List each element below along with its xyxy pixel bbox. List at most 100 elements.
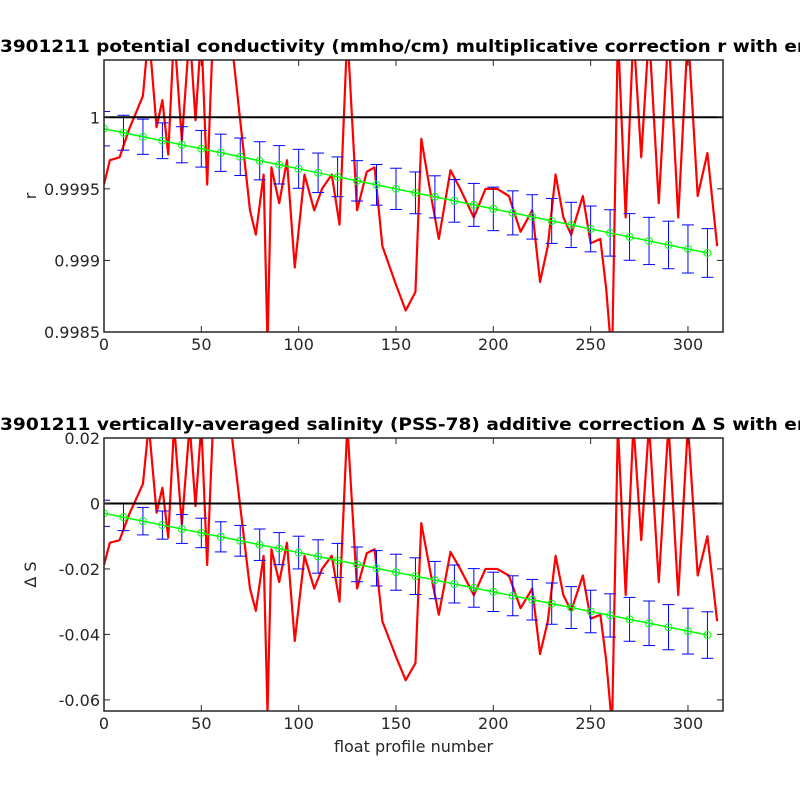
- axes-frame: [103, 437, 724, 712]
- subplot: 0 50 100 150 200 250 300 -0.06 -0.04 -0.02 0 0.0239…: [0, 415, 800, 756]
- data-point: [489, 204, 498, 213]
- data-point: [450, 579, 459, 588]
- data-point: [158, 521, 167, 530]
- chart-title: 3901211 vertically-averaged salinity (PS…: [0, 415, 800, 435]
- x-tick-label: 150: [381, 335, 412, 354]
- data-point: [255, 540, 264, 549]
- x-tick-label: 100: [283, 714, 314, 733]
- data-point: [625, 615, 634, 624]
- x-tick-label: 150: [381, 714, 412, 733]
- data-point: [450, 196, 459, 205]
- data-point: [411, 188, 420, 197]
- x-tick-label: 250: [575, 335, 606, 354]
- y-tick-label: -0.02: [59, 560, 100, 579]
- data-point: [314, 168, 323, 177]
- x-tick-label: 250: [575, 714, 606, 733]
- plot-content: [104, 60, 723, 332]
- data-point: [333, 556, 342, 565]
- data-point: [625, 232, 634, 241]
- x-tick-label: 300: [673, 335, 704, 354]
- data-point: [508, 591, 517, 600]
- x-tick-label: 200: [478, 335, 509, 354]
- data-point: [547, 599, 556, 608]
- data-point: [683, 627, 692, 636]
- data-point: [119, 128, 128, 137]
- data-point: [353, 560, 362, 569]
- data-point: [391, 184, 400, 193]
- x-tick-label: 50: [191, 714, 211, 733]
- data-point: [586, 607, 595, 616]
- y-tick-label: 1: [90, 108, 100, 127]
- data-point: [197, 528, 206, 537]
- data-point: [411, 572, 420, 581]
- data-point: [645, 236, 654, 245]
- data-point: [664, 240, 673, 249]
- data-point: [567, 603, 576, 612]
- subplot: 0 50 100 150 200 250 300 0.9985 0.999 0.9995 1 3901…: [0, 37, 800, 354]
- data-point: [508, 208, 517, 217]
- x-tick-label: 0: [99, 335, 109, 354]
- y-tick-label: 0.9985: [44, 323, 100, 342]
- data-point: [197, 144, 206, 153]
- data-point: [645, 619, 654, 628]
- data-point: [333, 172, 342, 181]
- data-point: [606, 611, 615, 620]
- data-point: [216, 148, 225, 157]
- y-tick-label: -0.04: [59, 625, 100, 644]
- axes-frame: [103, 59, 724, 333]
- data-point: [177, 525, 186, 533]
- y-tick-label: 0.9995: [44, 180, 100, 199]
- x-tick-label: 0: [99, 714, 109, 733]
- y-tick-label: 0: [90, 494, 100, 513]
- data-line: [104, 60, 719, 332]
- y-axis-label: Δ S: [21, 561, 40, 587]
- data-point: [104, 124, 108, 133]
- data-point: [294, 548, 303, 557]
- data-point: [255, 156, 264, 165]
- x-tick-label: 200: [478, 714, 509, 733]
- data-point: [528, 212, 537, 221]
- data-point: [314, 552, 323, 561]
- data-point: [236, 536, 245, 545]
- data-point: [703, 631, 712, 640]
- data-point: [703, 248, 712, 257]
- data-point: [372, 564, 381, 573]
- data-point: [119, 513, 128, 522]
- data-point: [158, 136, 167, 145]
- y-tick-label: -0.06: [59, 691, 100, 710]
- data-point: [236, 152, 245, 161]
- data-point: [547, 216, 556, 225]
- data-point: [177, 140, 186, 149]
- x-tick-label: 300: [673, 714, 704, 733]
- data-point: [294, 164, 303, 173]
- data-point: [216, 532, 225, 541]
- x-tick-label: 50: [191, 335, 211, 354]
- data-point: [489, 587, 498, 596]
- data-point: [664, 623, 673, 632]
- data-point: [528, 595, 537, 604]
- data-point: [275, 160, 284, 169]
- data-point: [469, 583, 478, 592]
- plot-content: [104, 438, 723, 711]
- y-tick-label: 0.999: [54, 251, 100, 270]
- data-point: [567, 220, 576, 229]
- data-point: [138, 517, 147, 526]
- data-point: [353, 176, 362, 185]
- data-point: [430, 576, 439, 585]
- data-point: [138, 132, 147, 141]
- data-line: [104, 438, 719, 711]
- data-point: [586, 224, 595, 233]
- data-point: [372, 180, 381, 189]
- data-point: [430, 192, 439, 201]
- x-axis-label: float profile number: [334, 737, 494, 756]
- data-point: [391, 568, 400, 577]
- y-axis-label: r: [21, 192, 40, 199]
- data-point: [469, 200, 478, 209]
- chart-title: 3901211 potential conductivity (mmho/cm)…: [0, 37, 800, 57]
- data-point: [275, 544, 284, 553]
- data-point: [683, 244, 692, 253]
- data-point: [104, 509, 108, 518]
- x-tick-label: 100: [283, 335, 314, 354]
